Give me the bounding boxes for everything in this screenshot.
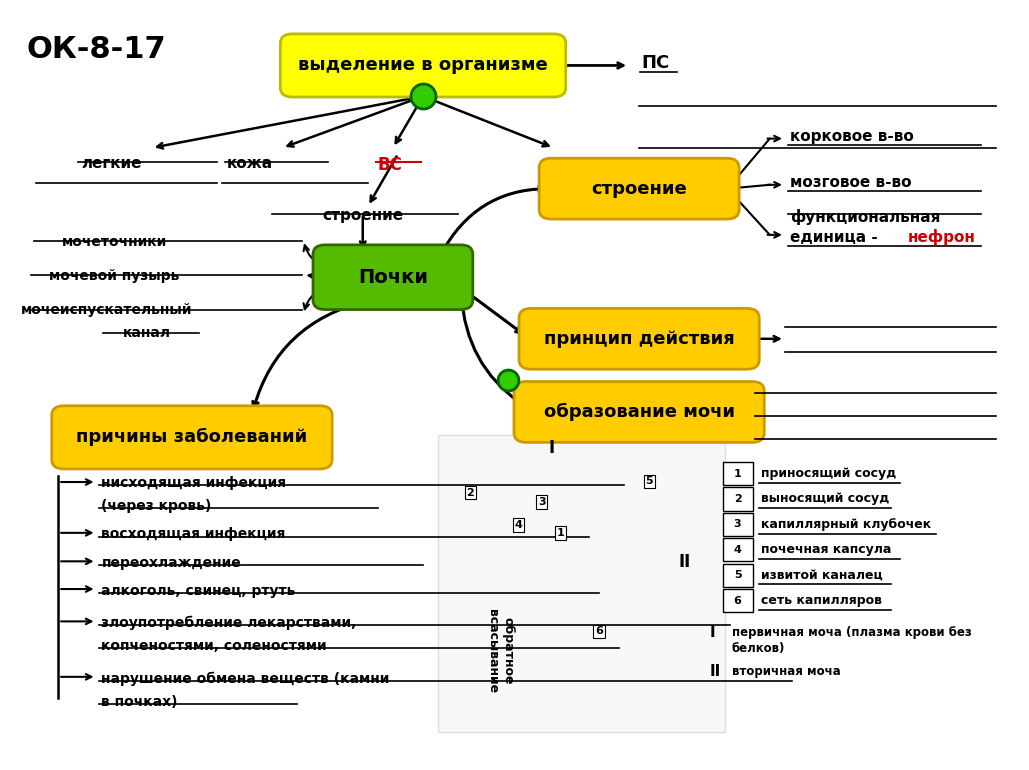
Text: единица -: единица - bbox=[790, 229, 883, 245]
FancyBboxPatch shape bbox=[722, 487, 752, 511]
Text: приносящий сосуд: приносящий сосуд bbox=[760, 467, 896, 480]
FancyBboxPatch shape bbox=[51, 406, 332, 469]
Text: обратное
всасывание: обратное всасывание bbox=[487, 608, 514, 693]
Text: извитой каналец: извитой каналец bbox=[760, 569, 883, 581]
FancyBboxPatch shape bbox=[438, 435, 724, 732]
FancyBboxPatch shape bbox=[722, 538, 752, 561]
Text: 3: 3 bbox=[538, 497, 545, 507]
Text: белков): белков) bbox=[732, 642, 785, 654]
Text: нисходящая инфекция: нисходящая инфекция bbox=[102, 476, 287, 490]
FancyBboxPatch shape bbox=[539, 159, 739, 219]
Text: образование мочи: образование мочи bbox=[543, 403, 735, 421]
Text: кожа: кожа bbox=[227, 156, 274, 171]
Text: в почках): в почках) bbox=[102, 695, 178, 708]
Text: 3: 3 bbox=[734, 520, 742, 529]
Text: 1: 1 bbox=[734, 469, 742, 478]
Text: 4: 4 bbox=[734, 545, 742, 554]
Text: функциональная: функциональная bbox=[790, 209, 941, 225]
Text: первичная моча (плазма крови без: первичная моча (плазма крови без bbox=[732, 627, 971, 639]
Text: алкоголь, свинец, ртуть: алкоголь, свинец, ртуть bbox=[102, 584, 296, 598]
Text: ПС: ПС bbox=[641, 54, 670, 72]
Text: Почки: Почки bbox=[358, 268, 428, 286]
Text: восходящая инфекция: восходящая инфекция bbox=[102, 527, 286, 541]
Text: 6: 6 bbox=[734, 596, 742, 605]
Text: корковое в-во: корковое в-во bbox=[790, 129, 914, 144]
Text: переохлаждение: переохлаждение bbox=[102, 556, 241, 570]
Text: мочеточники: мочеточники bbox=[62, 235, 167, 249]
FancyBboxPatch shape bbox=[722, 513, 752, 536]
Text: выносящий сосуд: выносящий сосуд bbox=[760, 493, 889, 505]
Text: канал: канал bbox=[122, 326, 171, 340]
Text: 5: 5 bbox=[734, 571, 742, 580]
Text: 6: 6 bbox=[595, 627, 603, 636]
Text: 2: 2 bbox=[466, 488, 474, 497]
Text: причины заболеваний: причины заболеваний bbox=[76, 428, 308, 447]
Text: нарушение обмена веществ (камни: нарушение обмена веществ (камни bbox=[102, 671, 390, 686]
Text: выделение в организме: выделение в организме bbox=[298, 56, 547, 75]
Text: 2: 2 bbox=[734, 494, 742, 504]
Text: ОК-8-17: ОК-8-17 bbox=[26, 35, 166, 64]
Text: I: I bbox=[709, 625, 715, 641]
Text: (через кровь): (через кровь) bbox=[102, 499, 212, 513]
Text: принцип действия: принцип действия bbox=[543, 330, 735, 348]
Text: злоупотребление лекарствами,: злоупотребление лекарствами, bbox=[102, 616, 357, 631]
Text: мочевой пузырь: мочевой пузырь bbox=[49, 269, 180, 283]
Text: II: II bbox=[709, 664, 720, 679]
Text: легкие: легкие bbox=[81, 156, 142, 171]
Text: копченостями, соленостями: копченостями, соленостями bbox=[102, 639, 327, 653]
Text: I: I bbox=[548, 439, 555, 457]
FancyBboxPatch shape bbox=[722, 462, 752, 485]
Text: почечная капсула: почечная капсула bbox=[760, 544, 891, 556]
FancyBboxPatch shape bbox=[722, 589, 752, 612]
Text: строение: строение bbox=[322, 208, 403, 223]
Text: мозговое в-во: мозговое в-во bbox=[790, 175, 912, 190]
Text: 1: 1 bbox=[557, 528, 565, 537]
Text: сеть капилляров: сеть капилляров bbox=[760, 594, 882, 607]
Text: ВС: ВС bbox=[378, 156, 402, 174]
Text: нефрон: нефрон bbox=[908, 229, 975, 245]
Text: строение: строение bbox=[592, 179, 687, 198]
Text: мочеиспускательный: мочеиспускательный bbox=[21, 303, 192, 316]
FancyBboxPatch shape bbox=[280, 34, 566, 97]
FancyBboxPatch shape bbox=[313, 245, 472, 310]
Text: 4: 4 bbox=[514, 521, 523, 530]
FancyBboxPatch shape bbox=[722, 564, 752, 587]
FancyBboxPatch shape bbox=[519, 309, 759, 370]
Text: 5: 5 bbox=[645, 477, 653, 486]
FancyBboxPatch shape bbox=[514, 382, 765, 443]
Text: капиллярный клубочек: капиллярный клубочек bbox=[760, 518, 931, 531]
Text: вторичная моча: вторичная моча bbox=[732, 665, 841, 678]
Text: II: II bbox=[678, 553, 690, 571]
